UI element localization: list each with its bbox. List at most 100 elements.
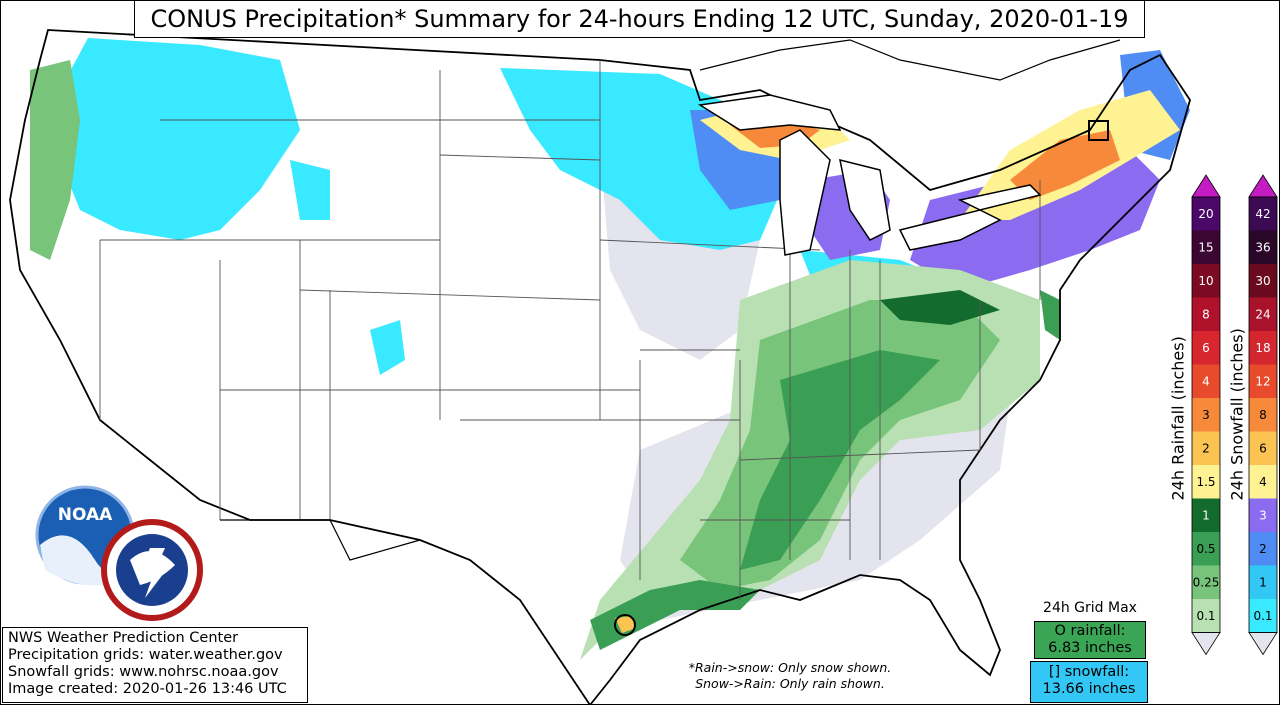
snow-area-montana <box>290 160 330 220</box>
boundaries-layer <box>9 29 1191 705</box>
snow-legend-outline <box>1248 196 1278 633</box>
rain-legend-value: 1.5 <box>1196 475 1215 489</box>
snow-legend-swatch <box>1249 398 1277 432</box>
snow-legend-swatch <box>1249 431 1277 465</box>
snow-legend-value: 42 <box>1255 207 1270 221</box>
canada-border <box>699 39 1121 81</box>
mexico-border <box>220 519 421 561</box>
snow-legend-swatch <box>1249 230 1277 264</box>
snow-legend-swatch <box>1249 532 1277 566</box>
rain-legend-swatch <box>1192 398 1220 432</box>
snow-legend-value: 0.1 <box>1253 609 1272 623</box>
credits-box: NWS Weather Prediction Center Precipitat… <box>2 627 308 703</box>
snow-area-ny-core <box>1010 130 1120 200</box>
rain-legend-swatch <box>1192 297 1220 331</box>
snow-legend-bottom-arrow <box>1248 632 1278 656</box>
grid-max-rain-label: O rainfall: <box>1054 623 1126 639</box>
snow-legend-value: 30 <box>1255 274 1270 288</box>
credit-line: NWS Weather Prediction Center <box>8 630 239 646</box>
snow-area-colorado <box>370 320 405 375</box>
snow-legend-swatch <box>1249 565 1277 599</box>
snow-legend-value: 4 <box>1259 475 1267 489</box>
snow-legend-value: 3 <box>1259 508 1267 522</box>
rain-legend-value: 8 <box>1202 307 1210 321</box>
rain-legend-value: 0.5 <box>1196 542 1215 556</box>
snowfall-max-marker <box>1088 120 1109 141</box>
snow-legend-value: 6 <box>1259 441 1267 455</box>
rain-legend-swatch <box>1192 331 1220 365</box>
grid-max-title: 24h Grid Max <box>1043 600 1137 616</box>
nws-logo-icon <box>101 519 203 621</box>
credit-line: Snowfall grids: www.nohrsc.noaa.gov <box>8 664 279 680</box>
rain-legend-swatch <box>1192 532 1220 566</box>
snow-legend-swatch <box>1249 364 1277 398</box>
rain-legend-swatch <box>1192 264 1220 298</box>
snow-legend: 42 36 30 24 18 12 8 6 4 3 2 1 0.1 <box>1248 174 1278 656</box>
rain-area-texas-max <box>615 616 636 633</box>
rain-legend-swatch <box>1192 431 1220 465</box>
rain-legend-swatch <box>1192 197 1220 231</box>
snow-legend-value: 36 <box>1255 240 1270 254</box>
snow-legend-label: 24h Snowfall (inches) <box>1227 328 1247 501</box>
note-line-1: *Rain->snow: Only snow shown. <box>688 660 892 675</box>
snow-area-northeast <box>910 150 1160 290</box>
credit-line: Image created: 2020-01-26 13:46 UTC <box>8 681 287 697</box>
rain-snow-note: *Rain->snow: Only snow shown. Snow->Rain… <box>640 660 940 692</box>
rain-legend-swatch <box>1192 599 1220 633</box>
rain-legend-swatch <box>1192 465 1220 499</box>
rain-legend-label: 24h Rainfall (inches) <box>1168 336 1188 501</box>
us-outline <box>9 29 1191 705</box>
rain-legend-value: 1 <box>1202 508 1210 522</box>
snow-legend-swatch <box>1249 331 1277 365</box>
snow-legend-value: 18 <box>1255 341 1270 355</box>
snow-legend-swatch <box>1249 264 1277 298</box>
snow-legend-swatch <box>1249 465 1277 499</box>
rain-area-delmarva <box>1040 290 1060 340</box>
snow-legend-value: 24 <box>1255 307 1270 321</box>
snow-legend-value: 8 <box>1259 408 1267 422</box>
title-box: CONUS Precipitation* Summary for 24-hour… <box>134 0 1145 38</box>
rain-legend-swatch <box>1192 498 1220 532</box>
rain-area-pnw-coast <box>30 60 80 260</box>
rain-legend-top-arrow <box>1191 174 1221 198</box>
snow-legend-swatch <box>1249 599 1277 633</box>
grid-max-rain-value: 6.83 inches <box>1048 640 1132 656</box>
rain-legend-value: 3 <box>1202 408 1210 422</box>
snow-legend-value: 1 <box>1259 575 1267 589</box>
grid-max-rainfall: O rainfall: 6.83 inches <box>1034 621 1146 659</box>
snow-legend-swatch <box>1249 297 1277 331</box>
grid-max-snow-label: [] snowfall: <box>1048 664 1130 680</box>
rain-legend-swatch <box>1192 230 1220 264</box>
great-lakes <box>697 94 1042 256</box>
rain-legend-value: 0.25 <box>1193 575 1220 589</box>
snow-legend-swatch <box>1249 498 1277 532</box>
snow-legend-value: 12 <box>1255 374 1270 388</box>
rain-legend-value: 10 <box>1198 274 1213 288</box>
rain-legend-swatch <box>1192 565 1220 599</box>
rain-legend-bottom-arrow <box>1191 632 1221 656</box>
state-lines-v <box>99 60 1041 600</box>
rain-legend-value: 6 <box>1202 341 1210 355</box>
rain-legend-value: 0.1 <box>1196 609 1215 623</box>
rain-legend-value: 2 <box>1202 441 1210 455</box>
noaa-logo-text: NOAA <box>58 505 113 525</box>
rain-legend: 20 15 10 8 6 4 3 2 1.5 1 0.5 0.25 0.1 <box>1191 174 1221 656</box>
rain-legend-value: 15 <box>1198 240 1213 254</box>
snow-legend-swatch <box>1249 197 1277 231</box>
rain-legend-swatch <box>1192 364 1220 398</box>
map-title: CONUS Precipitation* Summary for 24-hour… <box>150 5 1129 33</box>
note-line-2: Snow->Rain: Only rain shown. <box>695 676 885 691</box>
rain-legend-value: 4 <box>1202 374 1210 388</box>
grid-max-snowfall: [] snowfall: 13.66 inches <box>1030 661 1148 703</box>
rain-area-mid-atlantic <box>880 290 1000 325</box>
snow-legend-value: 2 <box>1259 542 1267 556</box>
credit-line: Precipitation grids: water.weather.gov <box>8 647 283 663</box>
rain-legend-outline <box>1191 196 1221 633</box>
snow-legend-top-arrow <box>1248 174 1278 198</box>
snow-area-pnw <box>60 38 300 240</box>
precip-layer <box>30 38 1190 660</box>
rain-legend-value: 20 <box>1198 207 1213 221</box>
rainfall-max-marker <box>614 614 636 636</box>
grid-max-snow-value: 13.66 inches <box>1042 681 1136 697</box>
